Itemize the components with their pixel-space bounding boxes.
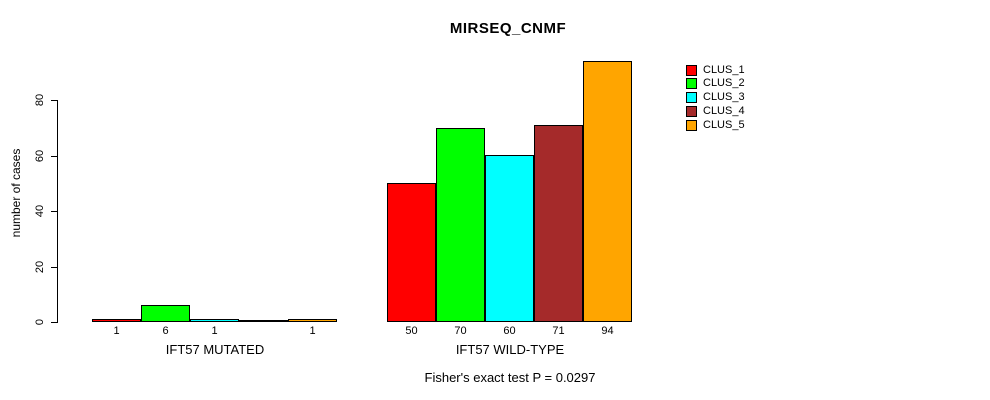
bar-value-label: 1 [309,325,316,337]
legend-swatch-clus_5 [686,119,697,131]
bar-value-label: 1 [113,325,120,337]
y-axis-tick [51,322,57,323]
legend-label: CLUS_2 [703,77,745,90]
legend-swatch-clus_4 [686,105,697,117]
chart-title: MIRSEQ_CNMF [449,20,567,37]
bar-value-label: 71 [552,325,565,337]
y-axis-tick [51,266,57,268]
legend-label: CLUS_5 [703,118,745,131]
bar-value-label: 70 [454,325,467,337]
bar-clus_3 [190,319,239,322]
bar-value-label: 60 [503,325,516,337]
bar-clus_2 [436,128,485,322]
bar-clus_1 [387,183,436,322]
bar-value-label: 94 [601,325,614,337]
legend-swatch-clus_1 [686,64,697,76]
y-axis-tick [51,211,57,212]
group-label-wild-type: IFT57 WILD-TYPE [455,342,565,357]
y-axis-tick [51,155,57,157]
legend-label: CLUS_3 [703,91,745,103]
bar-value-label: 50 [405,325,418,337]
y-axis-tick-label: 20 [34,260,46,273]
bar-clus_5 [288,319,337,322]
group-label-mutated: IFT57 MUTATED [165,342,265,357]
y-axis-tick-label: 60 [34,149,46,162]
bar-clus_4 [239,320,288,322]
y-axis-tick-label: 40 [34,204,46,218]
y-axis-line [57,100,58,323]
bar-clus_2 [141,305,190,322]
caption: Fisher's exact test P = 0.0297 [424,370,596,385]
y-axis-tick-label: 80 [34,93,46,107]
bar-value-label: 1 [211,325,218,337]
legend-label: CLUS_4 [703,104,745,117]
y-axis-label: number of cases [9,148,23,238]
legend-swatch-clus_2 [686,78,697,90]
legend-swatch-clus_3 [686,92,697,103]
y-axis-tick-label: 0 [34,318,46,326]
bar-clus_3 [485,155,534,322]
bar-value-label: 6 [162,325,169,337]
y-axis-tick [51,100,57,101]
bar-clus_1 [92,319,141,322]
bar-clus_5 [583,61,632,322]
bar-clus_4 [534,125,583,322]
legend-label: CLUS_1 [703,63,745,76]
